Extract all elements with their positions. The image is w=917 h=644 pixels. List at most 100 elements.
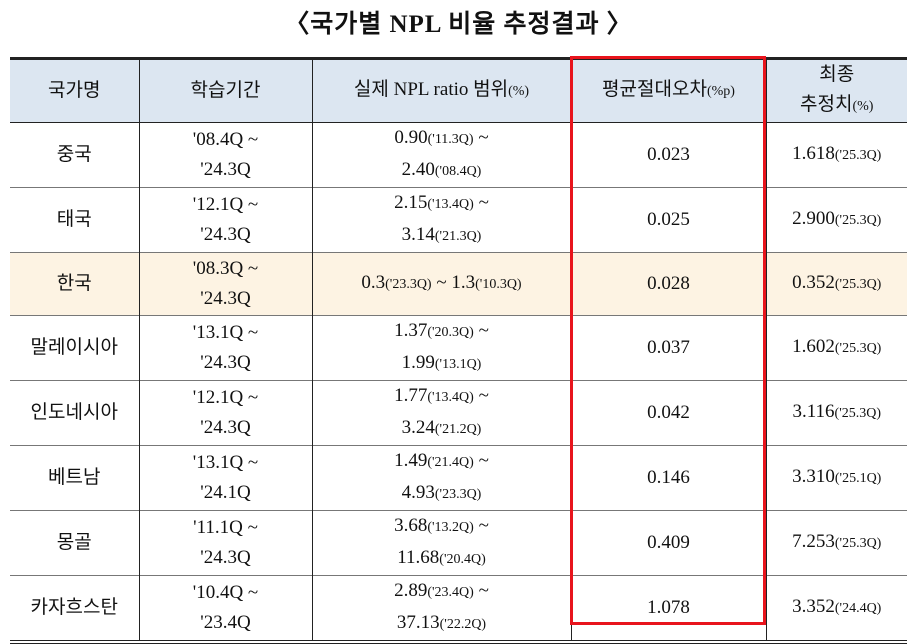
cell-period: '11.1Q ~ '24.3Q — [138, 510, 312, 576]
cell-mae: 0.037 — [570, 315, 766, 381]
range-to-value: 2.40 — [401, 159, 435, 180]
range-from-quarter: ('13.2Q) — [427, 520, 474, 535]
cell-period: '08.3Q ~ '24.3Q — [138, 252, 312, 316]
cell-country: 한국 — [10, 252, 139, 316]
country-name: 말레이시아 — [30, 337, 118, 358]
cell-country: 몽골 — [10, 510, 139, 576]
range-to-quarter: ('08.4Q) — [434, 164, 482, 179]
range-from-value: 0.3 — [361, 272, 386, 293]
period-end: '24.3Q — [200, 159, 251, 180]
period-end: '23.4Q — [200, 612, 251, 633]
cell-range: 1.49('21.4Q) ~4.93('23.3Q) — [311, 445, 571, 511]
period-end: '24.3Q — [200, 288, 251, 309]
range-to-value: 1.99 — [401, 352, 435, 373]
cell-country: 태국 — [10, 187, 139, 253]
range-from-value: 1.37 — [394, 320, 428, 341]
cell-country: 베트남 — [10, 445, 139, 511]
period-start: '08.4Q ~ — [192, 129, 259, 150]
range-to-value: 4.93 — [401, 482, 435, 503]
cell-country: 카자흐스탄 — [10, 575, 139, 644]
final-quarter: ('25.1Q) — [834, 471, 882, 486]
header-country: 국가명 — [10, 57, 139, 123]
range-from-value: 2.89 — [394, 580, 428, 601]
range-to-quarter: ('21.2Q) — [434, 422, 482, 437]
header-final-line1: 최종 — [819, 64, 855, 85]
cell-range: 2.15('13.4Q) ~3.14('21.3Q) — [311, 187, 571, 253]
range-from-quarter: ('23.3Q) — [385, 277, 432, 292]
cell-mae: 0.028 — [570, 252, 766, 316]
npl-table: 국가명 학습기간 실제 NPL ratio 범위(%) 평균절대오차(%p) 최… — [10, 57, 907, 644]
cell-range: 2.89('23.4Q) ~37.13('22.2Q) — [311, 575, 571, 644]
cell-mae: 0.025 — [570, 187, 766, 253]
final-value: 1.602 — [792, 336, 835, 357]
table-row: 인도네시아 '12.1Q ~ '24.3Q 1.77('13.4Q) ~3.24(… — [10, 380, 907, 446]
period-start: '12.1Q ~ — [192, 194, 259, 215]
table-row: 한국 '08.3Q ~ '24.3Q 0.3('23.3Q) ~ 1.3('10.… — [10, 252, 907, 316]
range-from-quarter: ('23.4Q) — [427, 585, 474, 600]
cell-final: 7.253('25.3Q) — [765, 510, 907, 576]
country-name: 몽골 — [56, 532, 92, 553]
cell-period: '12.1Q ~ '24.3Q — [138, 380, 312, 446]
period-end: '24.3Q — [200, 547, 251, 568]
cell-final: 3.116('25.3Q) — [765, 380, 907, 446]
range-from-quarter: ('21.4Q) — [427, 455, 474, 470]
period-end: '24.3Q — [200, 224, 251, 245]
cell-country: 인도네시아 — [10, 380, 139, 446]
final-value: 3.310 — [792, 466, 835, 487]
range-to-quarter: ('22.2Q) — [439, 617, 487, 632]
cell-range: 0.3('23.3Q) ~ 1.3('10.3Q) — [311, 252, 571, 316]
country-name: 베트남 — [48, 467, 101, 488]
mae-value: 1.078 — [647, 597, 690, 618]
cell-range: 1.37('20.3Q) ~1.99('13.1Q) — [311, 315, 571, 381]
table-row: 몽골 '11.1Q ~ '24.3Q 3.68('13.2Q) ~11.68('2… — [10, 510, 907, 576]
cell-final: 3.352('24.4Q) — [765, 575, 907, 644]
range-from-quarter: ('13.4Q) — [427, 197, 474, 212]
range-to-value: 1.3 — [451, 272, 476, 293]
cell-final: 2.900('25.3Q) — [765, 187, 907, 253]
period-start: '08.3Q ~ — [192, 258, 259, 279]
header-mae-unit: (%p) — [706, 84, 735, 99]
cell-final: 1.618('25.3Q) — [765, 122, 907, 188]
range-from-value: 3.68 — [394, 515, 428, 536]
header-row: 국가명 학습기간 실제 NPL ratio 범위(%) 평균절대오차(%p) 최… — [10, 57, 907, 123]
mae-value: 0.042 — [647, 402, 690, 423]
cell-mae: 0.042 — [570, 380, 766, 446]
header-range-unit: (%) — [508, 84, 530, 99]
country-name: 중국 — [56, 144, 92, 165]
mae-value: 0.023 — [647, 144, 690, 165]
range-from-value: 0.90 — [394, 127, 428, 148]
mae-value: 0.037 — [647, 337, 690, 358]
header-mae: 평균절대오차(%p) — [570, 57, 766, 123]
final-value: 1.618 — [792, 143, 835, 164]
header-range-label: 실제 NPL ratio 범위 — [353, 79, 509, 100]
range-from-quarter: ('11.3Q) — [427, 132, 474, 147]
final-quarter: ('25.3Q) — [834, 341, 882, 356]
range-from-quarter: ('13.4Q) — [427, 390, 474, 405]
period-end: '24.3Q — [200, 352, 251, 373]
cell-period: '12.1Q ~ '24.3Q — [138, 187, 312, 253]
cell-period: '10.4Q ~ '23.4Q — [138, 575, 312, 644]
final-value: 0.352 — [792, 272, 835, 293]
mae-value: 0.146 — [647, 467, 690, 488]
cell-final: 1.602('25.3Q) — [765, 315, 907, 381]
final-value: 7.253 — [792, 531, 835, 552]
period-start: '12.1Q ~ — [192, 387, 259, 408]
range-to-quarter: ('23.3Q) — [434, 487, 482, 502]
header-final-line2: 추정치 — [800, 94, 853, 115]
period-start: '13.1Q ~ — [192, 452, 259, 473]
cell-mae: 0.409 — [570, 510, 766, 576]
table-row: 말레이시아 '13.1Q ~ '24.3Q 1.37('20.3Q) ~1.99(… — [10, 315, 907, 381]
final-quarter: ('25.3Q) — [834, 277, 882, 292]
final-quarter: ('25.3Q) — [834, 148, 882, 163]
period-start: '13.1Q ~ — [192, 322, 259, 343]
country-name: 카자흐스탄 — [30, 597, 118, 618]
header-final: 최종 추정치(%) — [765, 57, 907, 123]
range-to-quarter: ('20.4Q) — [439, 552, 486, 567]
table-row: 중국 '08.4Q ~ '24.3Q 0.90('11.3Q) ~2.40('08… — [10, 122, 907, 188]
final-quarter: ('25.3Q) — [834, 536, 882, 551]
final-value: 3.352 — [792, 596, 835, 617]
final-quarter: ('25.3Q) — [834, 406, 881, 421]
page-title: 〈국가별 NPL 비율 추정결과 〉 — [284, 11, 633, 38]
cell-country: 말레이시아 — [10, 315, 139, 381]
range-from-quarter: ('20.3Q) — [427, 325, 474, 340]
